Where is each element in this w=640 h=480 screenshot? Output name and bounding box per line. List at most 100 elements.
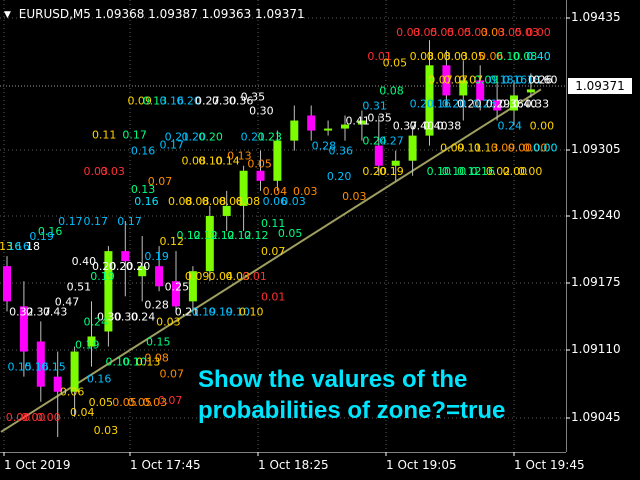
bear-candle-body: [374, 145, 383, 166]
candle: [121, 220, 130, 297]
probability-label: 0.12: [210, 229, 235, 242]
candle: [36, 321, 45, 402]
probability-label: 0.15: [41, 361, 66, 374]
probability-label: 0.12: [160, 235, 185, 248]
probability-label: 0.24: [131, 310, 156, 323]
down-triangle-icon[interactable]: ▼: [4, 10, 11, 20]
probability-label: 0.13: [136, 356, 161, 369]
probability-label: 0.00: [523, 142, 548, 155]
probability-label: 0.12: [227, 229, 252, 242]
probability-label: 0.01: [261, 290, 286, 303]
probability-label: 0.04: [70, 406, 95, 419]
probability-label: 0.43: [43, 305, 68, 318]
probability-label: 0.20: [182, 131, 207, 144]
probability-label: 0.19: [144, 250, 169, 263]
time-label: 1 Oct 18:25: [258, 458, 329, 472]
probability-label: 0.07: [160, 368, 185, 381]
probability-label: 0.05: [447, 26, 472, 39]
probability-label: 0.09: [440, 142, 465, 155]
probability-label: 0.03: [143, 396, 168, 409]
probability-label: 0.09: [185, 270, 210, 283]
probability-label: 0.05: [430, 26, 455, 39]
candle: [273, 130, 282, 191]
probability-label: 0.05: [89, 396, 114, 409]
probability-label: 0.03: [281, 195, 306, 208]
price-tick: 1.09240: [571, 208, 621, 222]
candle: [104, 246, 113, 347]
bull-candle-body: [188, 271, 197, 302]
probability-label: 0.40: [423, 120, 448, 133]
probability-label: 0.04: [263, 185, 288, 198]
probability-label: 0.00: [518, 165, 543, 178]
time-label: 1 Oct 2019: [4, 458, 71, 472]
candle: [256, 150, 265, 191]
price-tick: 1.09175: [571, 275, 621, 289]
probability-label: 0.27: [195, 94, 220, 107]
candle: [3, 256, 11, 312]
probability-label: 0.07: [148, 175, 173, 188]
probability-label: 0.07: [443, 73, 468, 86]
probability-label: 0.05: [247, 158, 272, 171]
probability-label: 0.16: [24, 361, 48, 374]
probability-label: 0.16: [471, 165, 496, 178]
candle: [19, 281, 28, 377]
probability-label: 0.25: [165, 280, 190, 293]
bear-candle-body: [476, 80, 485, 101]
trend-line-segment: [0, 88, 542, 433]
probability-label: 0.03: [342, 190, 367, 203]
probability-label: 0.19: [192, 305, 217, 318]
probability-label: 0.51: [67, 280, 92, 293]
probability-label: 0.24: [84, 315, 109, 328]
probability-label: 0.26: [528, 73, 553, 86]
bull-candle-body: [222, 205, 231, 216]
probability-label: 0.08: [182, 155, 207, 168]
probability-label: 0.19: [75, 339, 100, 352]
probability-label: 0.19: [29, 230, 53, 243]
probability-label: 0.03: [100, 165, 125, 178]
candle: [526, 73, 535, 98]
candle: [408, 125, 417, 176]
candle: [324, 120, 333, 136]
probability-label: 0.30: [97, 310, 122, 323]
probability-label: 0.20: [327, 170, 352, 183]
probability-label: 0.20: [362, 165, 387, 178]
bear-candle-body: [172, 281, 180, 307]
probability-label: 0.03: [481, 26, 506, 39]
bear-candle-body: [493, 100, 502, 111]
probability-label: 0.29: [486, 97, 511, 110]
price-scale[interactable]: [566, 0, 640, 480]
candle: [53, 351, 62, 437]
bear-candle-body: [3, 266, 11, 302]
time-axis[interactable]: [0, 452, 566, 480]
candle: [374, 115, 383, 176]
probability-label: 0.03: [443, 50, 468, 63]
probability-label: 0.30: [212, 94, 237, 107]
bear-candle-body: [121, 251, 130, 262]
probability-label: 0.11: [92, 129, 117, 142]
bull-candle-body: [510, 95, 518, 111]
probability-label: 0.36: [329, 145, 354, 158]
probability-label: 0.03: [84, 165, 109, 178]
probability-label: 0.20: [176, 94, 201, 107]
bull-candle-body: [459, 80, 468, 96]
probability-label: 0.20: [92, 260, 117, 273]
candles: [3, 40, 535, 437]
probability-label: 0.00: [533, 142, 558, 155]
probability-label: 0.05: [383, 56, 408, 69]
probability-label: 0.17: [122, 129, 146, 142]
time-label: 1 Oct 19:05: [386, 458, 457, 472]
probability-label: 0.18: [489, 73, 513, 86]
probability-label: 0.38: [437, 120, 462, 133]
probability-label: 0.17: [160, 139, 185, 152]
probability-label: 0.17: [84, 215, 109, 228]
probability-label: 0.35: [241, 90, 265, 103]
probability-label: 0.08: [236, 195, 261, 208]
candle: [425, 40, 434, 146]
probability-label: 0.20: [109, 260, 134, 273]
probability-label: 0.36: [229, 94, 254, 107]
probability-label: 0.08: [144, 352, 169, 365]
bull-candle-body: [205, 215, 214, 272]
probability-label: 0.10: [239, 305, 263, 318]
